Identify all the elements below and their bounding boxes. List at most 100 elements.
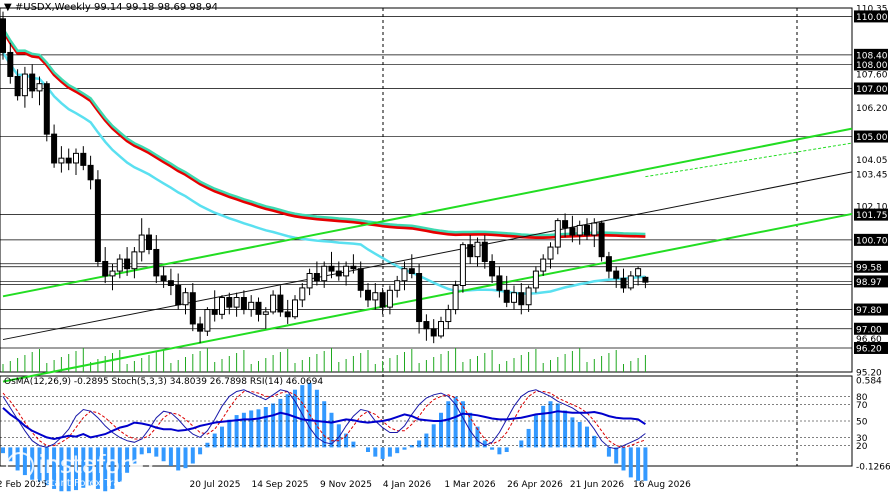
candle-body	[124, 258, 131, 270]
candle-body	[146, 234, 152, 250]
candle-body	[204, 309, 211, 332]
price-tick-label: 97.80	[856, 306, 882, 316]
candle-body	[591, 222, 598, 236]
candle-body	[547, 246, 554, 260]
candle-body	[365, 289, 371, 301]
price-tick-label: 96.60	[856, 335, 882, 345]
time-tick-label: 14 Sep 2025	[251, 480, 308, 490]
candle-body	[65, 157, 72, 164]
candle-body	[43, 83, 50, 135]
rsi-line	[2, 407, 646, 441]
candle-body	[313, 272, 320, 282]
stoch-main-line	[2, 389, 646, 450]
candle-body	[0, 18, 6, 53]
candle-body	[518, 292, 525, 306]
price-label-bg	[854, 58, 888, 71]
stoch-signal-line	[2, 390, 646, 448]
price-tick-label: 108.00	[856, 61, 888, 71]
price-tick-label: 95.20	[856, 369, 882, 379]
candle-body	[386, 289, 393, 308]
candle-body	[277, 294, 284, 313]
candle-body	[109, 270, 116, 277]
candle-body	[116, 258, 123, 272]
candle-body	[598, 222, 605, 258]
candle-body	[467, 244, 474, 258]
candle-body	[511, 292, 517, 303]
candle-body	[321, 265, 328, 282]
price-tick-label: 107.00	[856, 85, 888, 95]
candle-body	[627, 275, 634, 289]
candle-body	[240, 297, 247, 311]
price-tick-label: 108.40	[856, 51, 888, 61]
candle-body	[175, 285, 182, 306]
indicator-header: OsMA(12,26,9) -0.2895 Stoch(5,3,3) 34.80…	[4, 377, 324, 387]
channel-line	[2, 212, 853, 383]
time-tick-label: 9 Nov 2025	[320, 480, 372, 490]
candle-body	[87, 164, 94, 181]
candle-body	[94, 179, 101, 262]
menu-arrow-icon[interactable]: ▼	[4, 2, 12, 13]
time-tick-label: 26 Apr 2026	[507, 480, 563, 490]
candle-body	[481, 241, 488, 262]
candle-body	[58, 157, 65, 164]
price-label-bg	[854, 275, 888, 288]
candle-body	[131, 251, 138, 270]
price-tick-label: 104.05	[856, 156, 888, 166]
price-tick-label: 102.10	[856, 203, 888, 213]
price-label-bg	[854, 10, 888, 23]
candle-body	[452, 285, 459, 311]
symbol-label: #USDX,Weekly	[14, 2, 91, 13]
candle-body	[438, 321, 444, 337]
candle-body	[138, 234, 145, 253]
price-tick-label: 105.00	[856, 133, 888, 143]
chart-header: ▼ #USDX,Weekly 99.14 99.18 98.69 98.94	[4, 2, 218, 13]
candle-body	[401, 268, 408, 282]
candle-body	[445, 309, 452, 323]
price-label-bg	[854, 303, 888, 316]
candle-body	[379, 292, 386, 308]
candle-body	[569, 227, 576, 236]
ma-teal-line	[1, 27, 646, 237]
osc-tick-label: 80	[856, 393, 868, 403]
price-tick-label: 96.20	[856, 344, 882, 354]
candle-body	[102, 260, 109, 277]
candle-body	[613, 270, 620, 279]
candle-body	[620, 277, 627, 289]
time-tick-label: 2 Feb 2025	[0, 480, 47, 490]
price-tick-label: 101.75	[856, 211, 888, 221]
price-label-bg	[854, 130, 888, 143]
candle-body	[642, 276, 649, 283]
candle-body	[262, 311, 269, 315]
price-tick-label: 103.45	[856, 170, 888, 180]
candle-body	[80, 152, 87, 166]
candle-body	[14, 75, 21, 97]
watermark-tagline: Instant Forex Trading	[36, 478, 142, 489]
candle-body	[36, 83, 43, 92]
candle-body	[350, 265, 357, 270]
candle-body	[416, 272, 423, 323]
osc-tick-label: 0.584	[856, 377, 882, 387]
candle-body	[532, 270, 539, 289]
time-tick-label: 16 Aug 2026	[633, 480, 691, 490]
candle-body	[255, 301, 262, 315]
candle-body	[21, 73, 28, 97]
ma-cyan-line	[1, 51, 646, 295]
candle-body	[182, 292, 189, 306]
candle-body	[372, 292, 379, 301]
ohlc-values: 99.14 99.18 98.69 98.94	[93, 2, 219, 13]
price-label-bg	[854, 322, 888, 335]
price-tick-label: 100.70	[856, 236, 888, 246]
candle-body	[189, 292, 196, 325]
price-tick-label: 110.35	[856, 5, 888, 15]
candle-body	[635, 268, 642, 277]
price-label-bg	[854, 82, 888, 95]
price-label-bg	[854, 208, 888, 221]
osc-tick-label: 50	[856, 418, 868, 428]
osc-tick-label: -0.1266	[856, 463, 890, 473]
candle-body	[394, 280, 401, 291]
candle-body	[299, 287, 306, 301]
price-label-bg	[854, 233, 888, 246]
